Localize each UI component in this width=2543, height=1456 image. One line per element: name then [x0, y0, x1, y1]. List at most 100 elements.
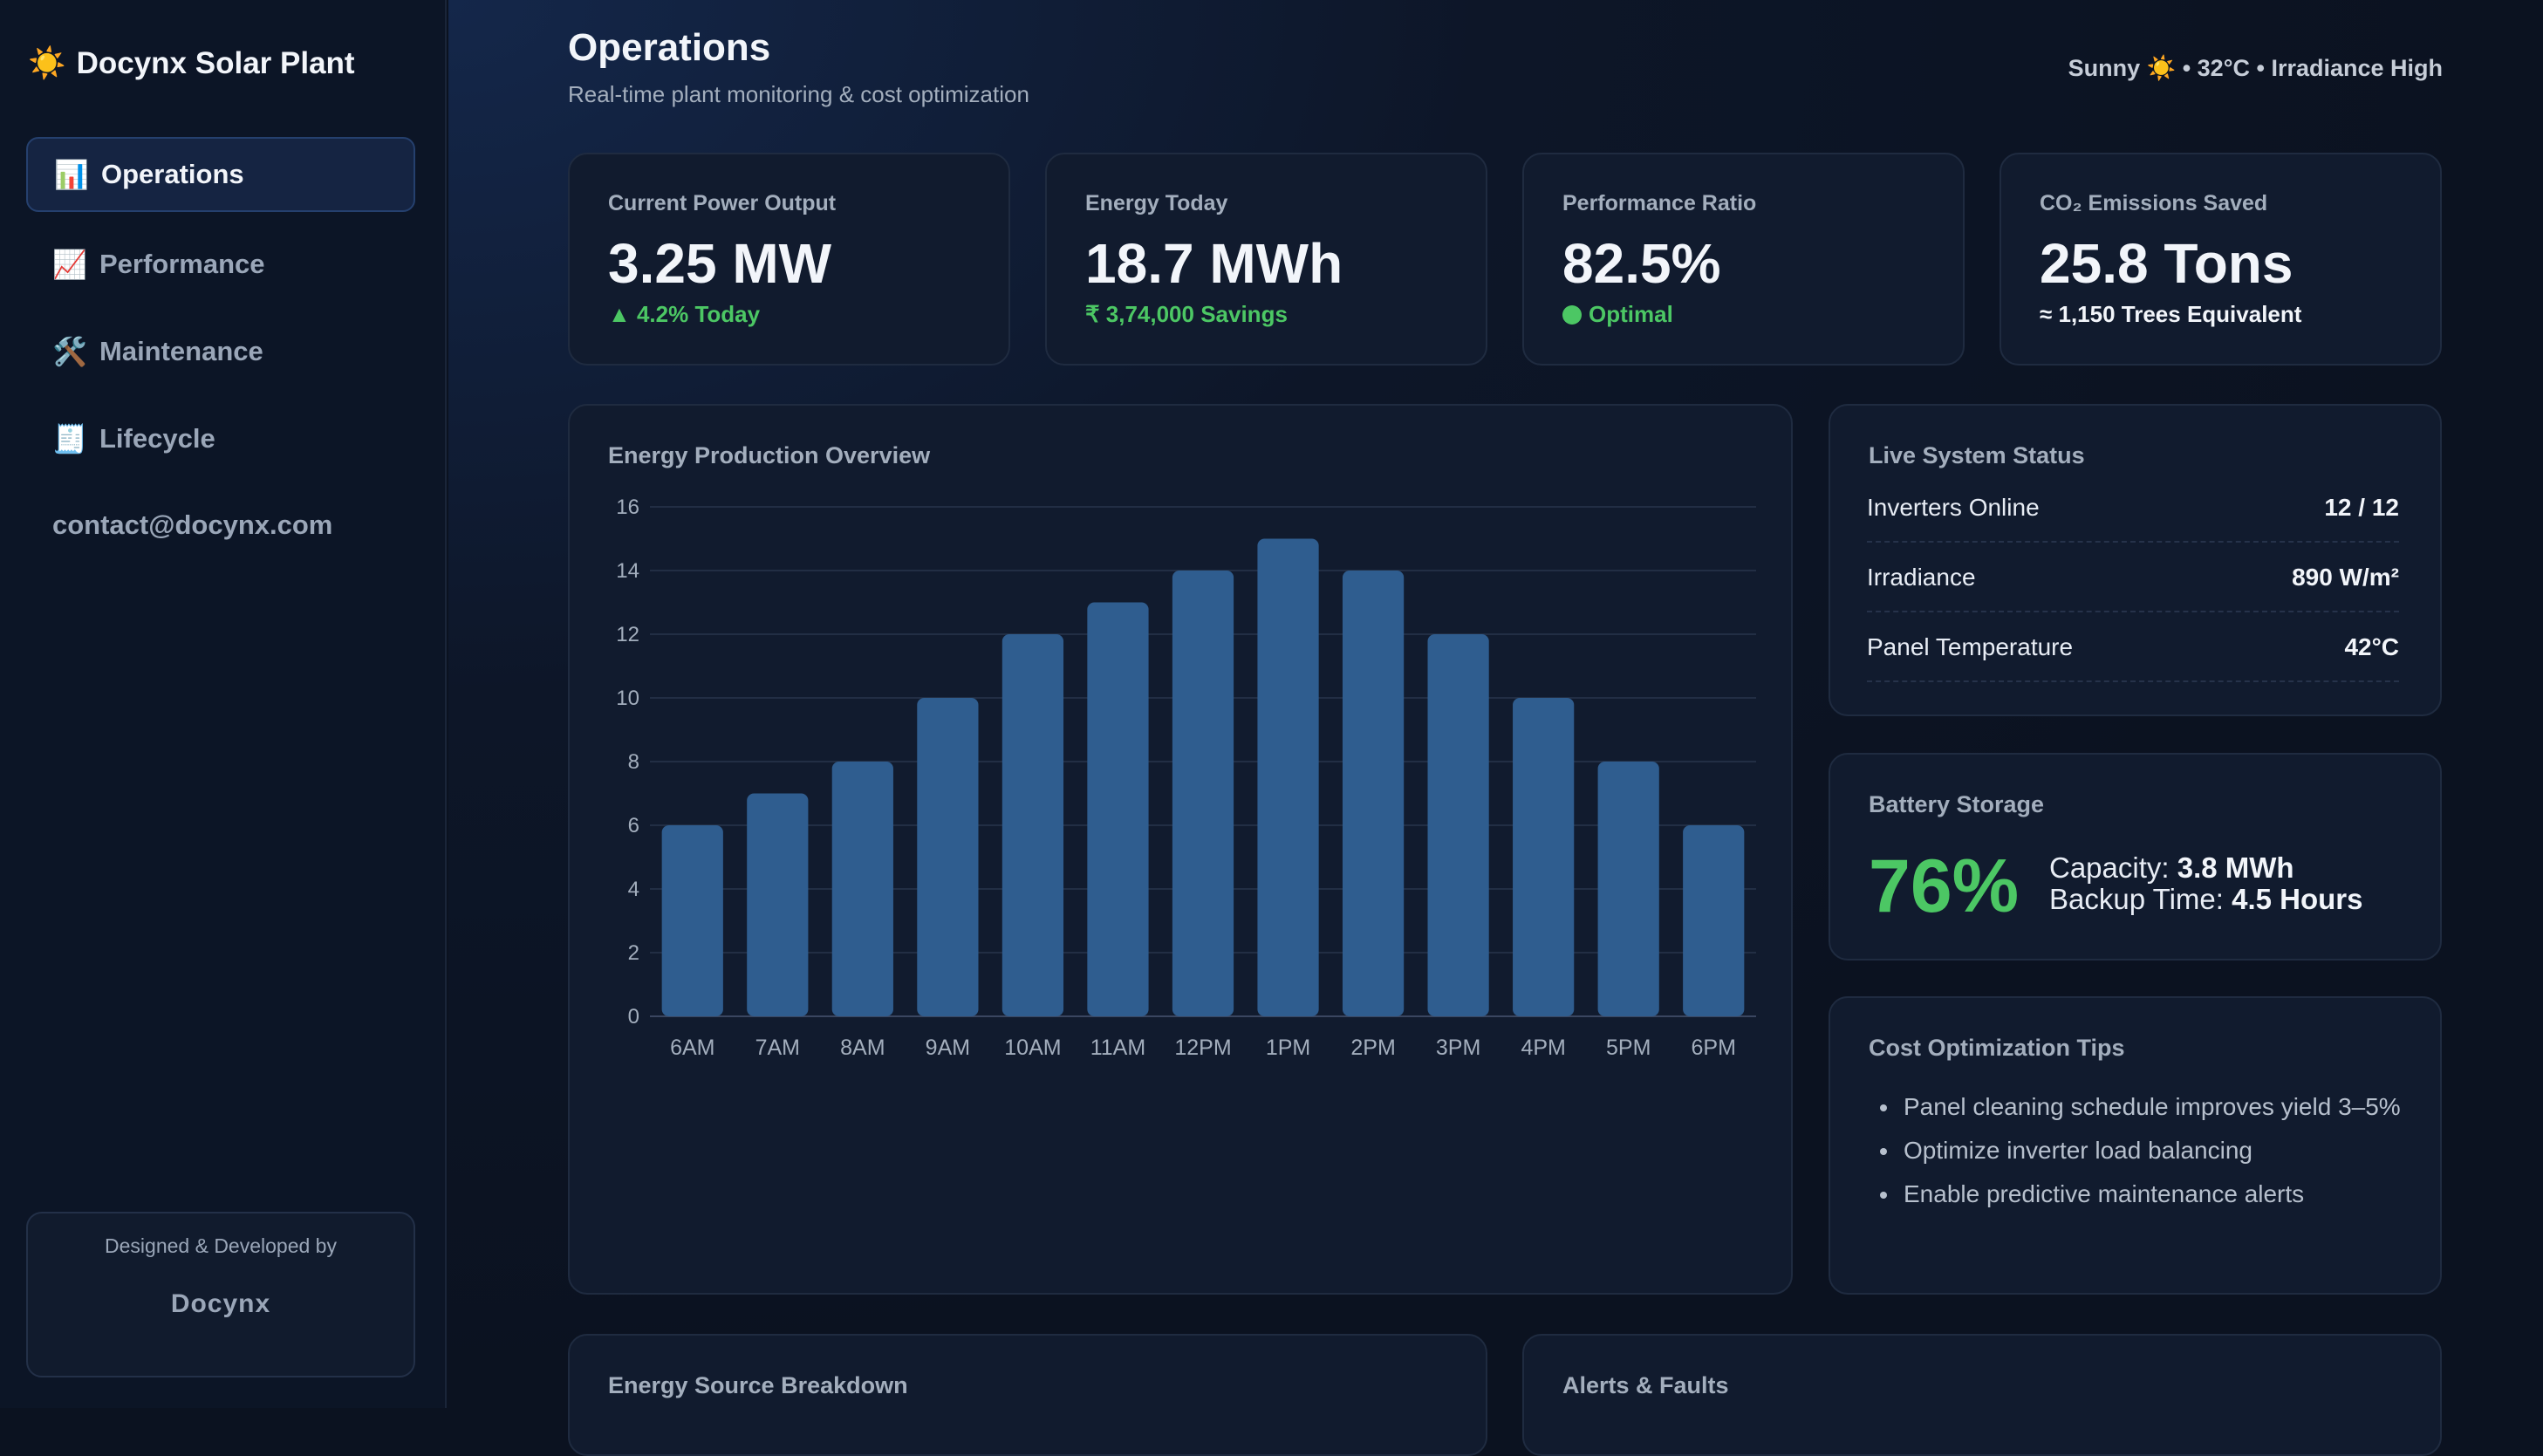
nav-item-lifecycle[interactable]: 🧾 Lifecycle — [26, 401, 415, 476]
x-tick-label: 6PM — [1692, 1036, 1736, 1060]
bar-1PM[interactable] — [1257, 538, 1319, 1017]
weather-status: Sunny ☀️ • 32°C • Irradiance High — [2068, 55, 2443, 81]
tip-item: Panel cleaning schedule improves yield 3… — [1900, 1085, 2423, 1129]
tips-title: Cost Optimization Tips — [1869, 1035, 2125, 1061]
x-tick-label: 6AM — [670, 1036, 714, 1060]
tip-item: Optimize inverter load balancing — [1900, 1129, 2423, 1172]
tools-icon: 🛠️ — [52, 336, 87, 367]
y-tick-label: 4 — [628, 878, 639, 901]
kpi-card-co2: CO₂ Emissions Saved 25.8 Tons ≈ 1,150 Tr… — [2000, 153, 2442, 366]
credit-name: Docynx — [170, 1289, 271, 1318]
page-subtitle: Real-time plant monitoring & cost optimi… — [568, 81, 1029, 107]
backup-label: Backup Time: — [2049, 883, 2224, 915]
tips-list: Panel cleaning schedule improves yield 3… — [1862, 1085, 2423, 1216]
kpi-card-performance-ratio: Performance Ratio 82.5% Optimal — [1522, 153, 1965, 366]
y-tick-label: 0 — [628, 1005, 639, 1029]
credit-box: Designed & Developed by Docynx — [26, 1212, 415, 1377]
bar-4PM[interactable] — [1513, 698, 1575, 1016]
capacity-value: 3.8 MWh — [2177, 851, 2294, 884]
contact-email-link[interactable]: contact@docynx.com — [52, 509, 333, 540]
y-tick-label: 14 — [616, 559, 639, 583]
status-value: 42°C — [2344, 633, 2399, 660]
brand-name: Docynx Solar Plant — [76, 45, 355, 80]
live-status-card: Live System Status — [1829, 404, 2442, 716]
bar-8AM[interactable] — [831, 762, 893, 1016]
bar-10AM[interactable] — [1001, 634, 1064, 1016]
bar-2PM[interactable] — [1342, 571, 1405, 1016]
y-tick-label: 12 — [616, 623, 639, 646]
status-value: 12 / 12 — [2324, 494, 2399, 521]
x-tick-label: 7AM — [755, 1036, 800, 1060]
alerts-card: Alerts & Faults — [1522, 1334, 2442, 1456]
nav-item-maintenance[interactable]: 🛠️ Maintenance — [26, 314, 415, 389]
kpi-card-energy: Energy Today 18.7 MWh ₹ 3,74,000 Savings — [1045, 153, 1487, 366]
bar-5PM[interactable] — [1597, 762, 1659, 1016]
bar-chart-icon: 📊 — [54, 159, 89, 190]
x-tick-label: 4PM — [1521, 1036, 1565, 1060]
page-title: Operations — [568, 26, 771, 69]
status-dot-icon — [1562, 305, 1582, 325]
energy-chart-card: Energy Production Overview 0 2 4 6 8 10 12 14 16… — [568, 404, 1793, 1295]
nav-item-label: Operations — [101, 159, 244, 189]
energy-source-card: Energy Source Breakdown — [568, 1334, 1487, 1456]
kpi-trend: ▲ 4.2% Today — [608, 301, 761, 327]
nav-item-performance[interactable]: 📈 Performance — [26, 227, 415, 302]
battery-info: Capacity: 3.8 MWh Backup Time: 4.5 Hours — [2049, 852, 2362, 915]
kpi-value: 25.8 Tons — [2040, 232, 2293, 295]
brand[interactable]: ☀️ Docynx Solar Plant — [28, 45, 355, 81]
kpi-value: 82.5% — [1562, 232, 1721, 295]
sidebar: ☀️ Docynx Solar Plant 📊 Operations 📈 Per… — [0, 0, 447, 1408]
trend-chart-icon: 📈 — [52, 249, 87, 280]
y-tick-label: 10 — [616, 687, 639, 710]
bar-7AM[interactable] — [747, 793, 809, 1017]
bar-9AM[interactable] — [917, 698, 979, 1016]
bar-12PM[interactable] — [1172, 571, 1234, 1016]
kpi-label: CO₂ Emissions Saved — [2040, 191, 2268, 215]
battery-title: Battery Storage — [1869, 791, 2045, 817]
kpi-label: Current Power Output — [608, 191, 837, 215]
kpi-label: Energy Today — [1085, 191, 1228, 215]
kpi-equivalent: ≈ 1,150 Trees Equivalent — [2040, 301, 2302, 327]
y-tick-label: 8 — [628, 750, 639, 774]
status-row-irradiance: Irradiance 890 W/m² — [1867, 544, 2399, 612]
energy-bar-chart: 0 2 4 6 8 10 12 14 16 6AM 7AM 8AM 9AM 10AM 11AM 12PM 1PM… — [616, 496, 1756, 1060]
nav-item-label: Maintenance — [99, 336, 263, 366]
x-tick-label: 8AM — [840, 1036, 885, 1060]
kpi-status: Optimal — [1562, 301, 1673, 328]
status-label: Irradiance — [1867, 564, 1976, 591]
nav-item-label: Performance — [99, 249, 265, 279]
kpi-card-power: Current Power Output 3.25 MW ▲ 4.2% Toda… — [568, 153, 1010, 366]
x-tick-label: 5PM — [1606, 1036, 1651, 1060]
y-tick-label: 2 — [628, 941, 639, 965]
capacity-label: Capacity: — [2049, 851, 2170, 884]
kpi-savings: ₹ 3,74,000 Savings — [1085, 301, 1288, 327]
status-label: Inverters Online — [1867, 494, 2040, 521]
kpi-status-label: Optimal — [1589, 301, 1673, 327]
alerts-title: Alerts & Faults — [1562, 1372, 1729, 1398]
status-row-panel-temp: Panel Temperature 42°C — [1867, 614, 2399, 682]
backup-value: 4.5 Hours — [2232, 883, 2363, 915]
tip-item: Enable predictive maintenance alerts — [1900, 1172, 2423, 1216]
status-value: 890 W/m² — [2292, 564, 2399, 591]
nav-item-operations[interactable]: 📊 Operations — [26, 137, 415, 212]
x-tick-label: 3PM — [1436, 1036, 1480, 1060]
cost-tips-card: Cost Optimization Tips Panel cleaning sc… — [1829, 996, 2442, 1295]
battery-percent: 76% — [1869, 844, 2020, 928]
bar-11AM[interactable] — [1087, 602, 1149, 1017]
breakdown-title: Energy Source Breakdown — [608, 1372, 908, 1398]
status-label: Panel Temperature — [1867, 633, 2074, 660]
live-status-title: Live System Status — [1869, 442, 2085, 468]
battery-card: Battery Storage 76% Capacity: 3.8 MWh Ba… — [1829, 753, 2442, 960]
kpi-label: Performance Ratio — [1562, 191, 1757, 215]
x-tick-label: 11AM — [1090, 1036, 1145, 1060]
nav-item-label: Lifecycle — [99, 423, 215, 454]
bar-6AM[interactable] — [661, 825, 723, 1016]
credit-label: Designed & Developed by — [105, 1234, 337, 1257]
chart-title: Energy Production Overview — [608, 442, 931, 468]
x-tick-label: 2PM — [1350, 1036, 1395, 1060]
bar-3PM[interactable] — [1427, 634, 1489, 1016]
receipt-icon: 🧾 — [52, 423, 87, 455]
bar-6PM[interactable] — [1683, 825, 1745, 1016]
sun-icon: ☀️ — [28, 46, 66, 80]
x-tick-label: 10AM — [1004, 1036, 1061, 1060]
